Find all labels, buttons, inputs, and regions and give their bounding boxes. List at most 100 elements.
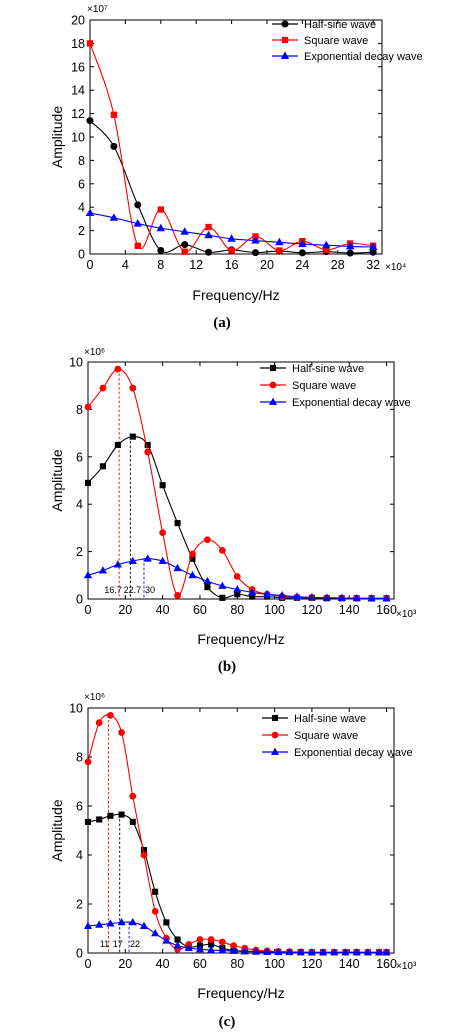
- panel-label: (a): [213, 315, 231, 331]
- legend-label: Exponential decay wave: [294, 747, 413, 759]
- x-tick-label: 24: [295, 258, 309, 272]
- data-point: [296, 948, 305, 956]
- data-point: [84, 403, 92, 411]
- data-point: [106, 919, 115, 927]
- data-point: [195, 944, 205, 953]
- chart-panel-a: 0 4 8 12 16 20 24 28 3202468101214161820×10⁷×10⁴…: [49, 4, 423, 331]
- y-axis-multiplier: ×10⁷: [87, 4, 108, 15]
- y-tick-label: 2: [76, 898, 83, 912]
- legend-label: Square wave: [294, 730, 358, 742]
- data-point: [204, 584, 211, 591]
- series-line: [89, 43, 374, 253]
- data-point: [382, 948, 391, 956]
- data-point: [134, 242, 141, 249]
- data-point: [227, 234, 236, 242]
- series-exponential-decay-wave: [85, 208, 378, 250]
- data-point: [248, 588, 257, 596]
- legend-marker: [271, 731, 279, 739]
- series-line: [87, 813, 387, 953]
- data-point: [129, 384, 137, 392]
- data-point: [151, 929, 160, 937]
- data-point: [84, 479, 92, 486]
- x-tick-label: 80: [230, 603, 244, 617]
- data-point: [196, 936, 204, 943]
- data-point: [83, 570, 93, 579]
- x-tick-label: 8: [157, 258, 164, 272]
- data-point: [188, 570, 197, 579]
- legend-label: Square wave: [304, 35, 368, 47]
- data-point: [151, 907, 159, 915]
- peak-frequency-label: 22.7: [124, 585, 142, 595]
- data-point: [228, 247, 235, 254]
- data-point: [204, 536, 211, 544]
- series-square-wave: [86, 40, 377, 255]
- y-tick-label: 20: [71, 14, 85, 28]
- data-point: [218, 547, 226, 554]
- data-point: [218, 938, 226, 946]
- y-axis-label: Amplitude: [49, 799, 65, 861]
- data-point: [276, 247, 283, 254]
- data-point: [352, 948, 361, 956]
- series-exponential-decay-wave: [83, 918, 391, 956]
- data-point: [159, 529, 167, 537]
- series-line: [87, 921, 387, 954]
- data-point: [263, 947, 272, 955]
- legend-marker: [268, 397, 278, 405]
- data-point: [134, 201, 142, 209]
- legend-label: Half-sine wave: [304, 19, 376, 31]
- data-point: [274, 947, 283, 956]
- data-point: [173, 941, 182, 949]
- x-tick-label: 0: [85, 957, 92, 971]
- legend-marker: [270, 747, 280, 755]
- x-tick-label: 60: [193, 957, 207, 971]
- data-point: [298, 239, 307, 248]
- data-point: [240, 947, 249, 955]
- y-axis-label: Amplitude: [49, 449, 65, 511]
- data-point: [337, 593, 346, 601]
- data-point: [219, 594, 226, 601]
- data-point: [352, 593, 361, 602]
- data-point: [129, 818, 136, 825]
- data-point: [369, 248, 377, 256]
- data-point: [117, 918, 126, 926]
- data-point: [184, 943, 193, 951]
- data-point: [205, 223, 212, 231]
- legend-label: Half-sine wave: [292, 363, 364, 375]
- data-point: [322, 593, 331, 601]
- data-point: [99, 384, 107, 392]
- data-point: [277, 591, 287, 599]
- data-point: [85, 208, 95, 217]
- data-point: [298, 249, 306, 257]
- data-point: [319, 948, 328, 956]
- y-tick-label: 16: [71, 60, 85, 74]
- data-point: [110, 142, 118, 150]
- y-tick-label: 0: [76, 593, 83, 607]
- plot-frame: [87, 707, 395, 954]
- y-tick-label: 6: [76, 450, 83, 464]
- data-point: [307, 948, 316, 956]
- data-point: [345, 241, 355, 250]
- panel-label: (b): [218, 659, 236, 675]
- data-point: [114, 365, 122, 373]
- data-point: [152, 888, 159, 895]
- data-point: [84, 758, 92, 766]
- x-tick-label: 0: [87, 258, 94, 272]
- x-tick-label: 160: [376, 603, 397, 617]
- data-point: [84, 818, 92, 825]
- data-point: [292, 592, 302, 600]
- legend: Half-sine wave Square wave Exponential dec…: [262, 713, 413, 759]
- legend-marker: [280, 51, 290, 59]
- series-exponential-decay-wave: [83, 554, 391, 602]
- legend-marker: [271, 714, 279, 722]
- data-point: [83, 921, 93, 929]
- data-point: [159, 482, 166, 489]
- peak-frequency-label: 17: [113, 939, 123, 949]
- y-tick-label: 10: [69, 356, 83, 370]
- data-point: [341, 948, 350, 956]
- data-point: [107, 812, 114, 819]
- y-tick-label: 18: [71, 37, 85, 51]
- x-tick-label: 28: [331, 258, 345, 272]
- x-tick-label: 40: [156, 957, 170, 971]
- data-point: [86, 117, 94, 125]
- legend-label: Exponential decay wave: [292, 397, 411, 409]
